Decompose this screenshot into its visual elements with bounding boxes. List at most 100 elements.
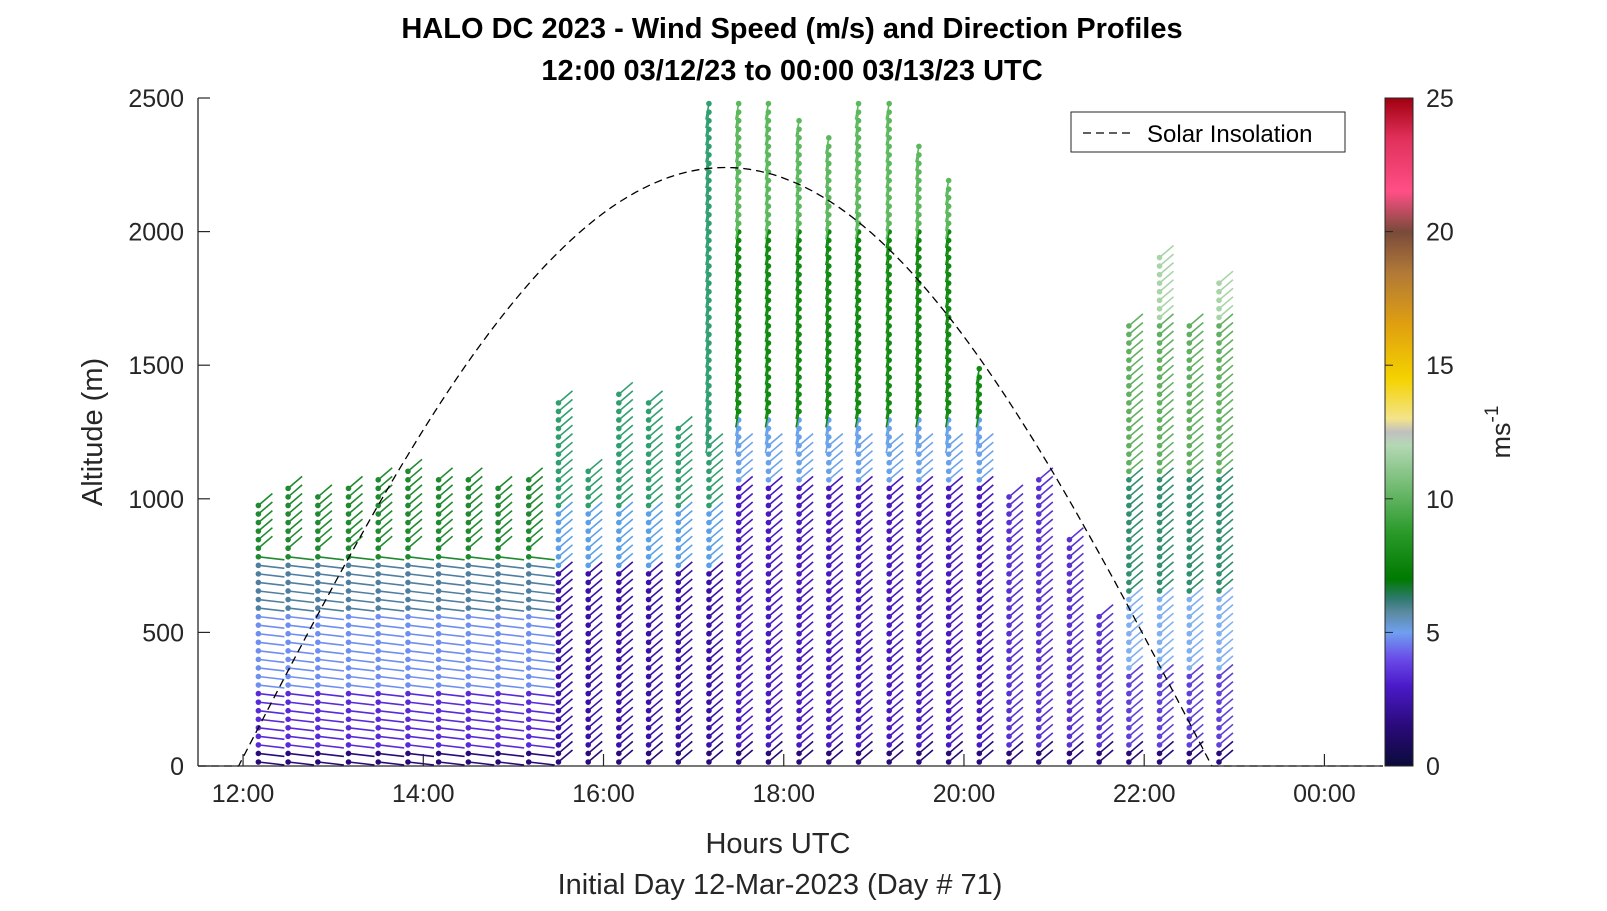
wind-point [435, 622, 442, 628]
wind-barb [317, 573, 344, 578]
wind-barb [828, 450, 844, 464]
wind-barb [618, 612, 634, 626]
wind-point [796, 528, 802, 534]
wind-barb [618, 638, 634, 652]
wind-barb [798, 552, 814, 566]
wind-point [916, 143, 922, 150]
wind-barb [798, 698, 814, 712]
wind-barb [798, 561, 814, 575]
wind-point [916, 613, 922, 620]
wind-barb [1218, 672, 1234, 686]
wind-barb [557, 621, 574, 635]
wind-barb [1008, 621, 1024, 635]
wind-point [1126, 690, 1132, 697]
wind-point [405, 682, 411, 688]
wind-barb [1158, 680, 1175, 695]
wind-point [405, 528, 411, 534]
wind-barb [407, 501, 423, 515]
plot-area: 12:00 14:00 16:00 18:00 20:00 22:00 00:00 0500… [128, 85, 1383, 808]
wind-point [315, 571, 321, 577]
wind-point [435, 519, 442, 526]
wind-point [825, 648, 832, 654]
wind-point [435, 579, 442, 586]
wind-point [285, 485, 291, 492]
wind-barb [1188, 680, 1204, 695]
wind-point [976, 690, 983, 697]
wind-point [886, 477, 892, 483]
wind-point [825, 682, 832, 688]
wind-point [1096, 742, 1102, 748]
wind-barb [528, 701, 555, 706]
wind-point [765, 553, 772, 560]
wind-barb [1038, 578, 1054, 592]
wind-barb [288, 624, 315, 629]
wind-barb [407, 726, 435, 732]
wind-barb [1218, 732, 1234, 746]
wind-point [1186, 673, 1193, 680]
wind-point [796, 630, 802, 637]
wind-barb [1068, 629, 1084, 643]
wind-point [1035, 502, 1042, 509]
wind-point [1035, 639, 1042, 646]
wind-point [675, 639, 682, 646]
wind-point [1066, 759, 1073, 765]
wind-point [825, 596, 832, 603]
wind-point [585, 511, 591, 517]
wind-point [616, 511, 622, 517]
wind-barb [1188, 313, 1204, 327]
wind-point [825, 673, 832, 680]
wind-point [1035, 759, 1042, 765]
wind-barb [828, 432, 844, 447]
wind-point [1186, 468, 1193, 475]
wind-barb [528, 675, 555, 681]
wind-point [916, 716, 922, 723]
wind-point [405, 724, 411, 731]
wind-barb [557, 527, 574, 541]
wind-point [706, 519, 712, 526]
wind-barb [677, 509, 693, 524]
wind-point [916, 528, 922, 534]
wind-point [315, 759, 321, 765]
wind-barb [798, 612, 814, 626]
wind-barb [587, 740, 603, 755]
wind-point [945, 177, 952, 184]
wind-barb [978, 441, 994, 455]
wind-barb [347, 475, 364, 489]
wind-point [675, 665, 682, 671]
wind-point [525, 648, 532, 654]
wind-point [1156, 605, 1163, 611]
wind-barb [438, 573, 465, 578]
wind-barb [317, 598, 344, 604]
wind-barb [858, 672, 874, 686]
wind-barb [1218, 441, 1234, 455]
wind-point [1126, 417, 1132, 423]
wind-barb [528, 615, 555, 621]
wind-barb [438, 615, 465, 621]
wind-barb [918, 646, 934, 660]
wind-barb [1218, 475, 1234, 489]
wind-barb [1158, 304, 1175, 318]
wind-barb [1218, 578, 1234, 592]
wind-point [765, 724, 772, 731]
wind-barb [708, 569, 724, 584]
wind-point [675, 562, 682, 569]
wind-point [916, 502, 922, 509]
wind-point [1156, 622, 1163, 628]
wind-barb [587, 706, 603, 720]
wind-barb [828, 484, 844, 498]
wind-profile [525, 467, 555, 766]
wind-point [255, 562, 262, 569]
wind-barb [497, 709, 525, 715]
wind-barb [497, 632, 525, 638]
wind-point [555, 622, 562, 628]
wind-point [945, 673, 952, 680]
wind-barb [1128, 638, 1144, 652]
wind-point [825, 656, 832, 663]
wind-barb [1158, 338, 1175, 353]
wind-barb [497, 658, 525, 664]
wind-point [1035, 665, 1042, 671]
wind-barb [798, 518, 814, 532]
wind-point [886, 630, 892, 637]
wind-barb [438, 535, 454, 549]
wind-point [675, 579, 682, 586]
